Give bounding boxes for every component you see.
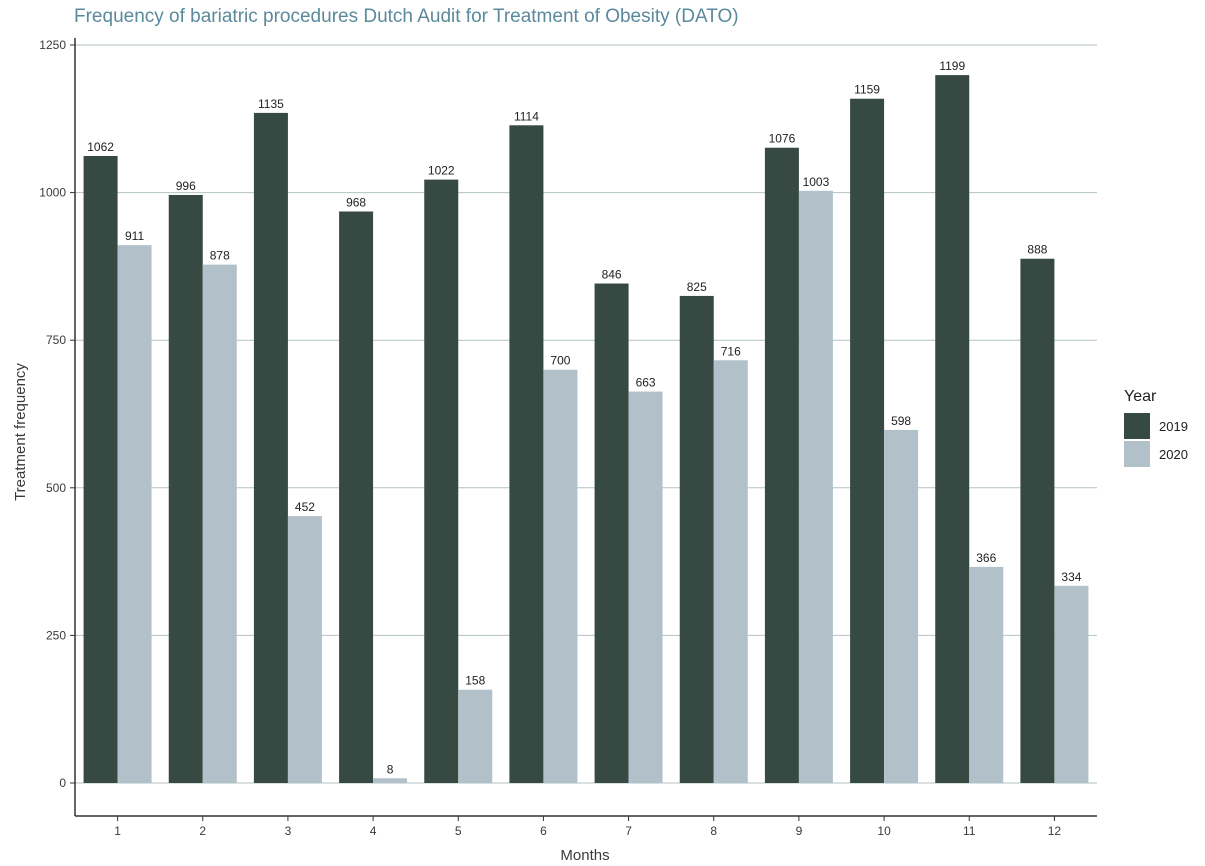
x-tick-label: 12 [1048, 824, 1062, 838]
bar-value-label: 911 [125, 229, 144, 243]
bar-2020-month-10 [884, 429, 919, 783]
x-tick-label: 7 [625, 824, 632, 838]
bar-2020-month-7 [628, 391, 663, 783]
legend: Year 2019 2020 [1124, 388, 1188, 468]
y-axis-title: Treatment frequency [12, 363, 29, 501]
bar-value-label: 825 [687, 280, 707, 294]
x-tick-label: 5 [455, 824, 462, 838]
bar-2019-month-1 [83, 155, 118, 784]
legend-swatch [1124, 413, 1150, 439]
bar-value-label: 8 [387, 762, 394, 776]
y-tick-label: 1000 [39, 186, 66, 200]
bar-2020-month-12 [1054, 585, 1089, 783]
legend-label: 2020 [1159, 446, 1188, 462]
bar-2019-month-10 [850, 98, 885, 784]
bar-value-label: 878 [210, 249, 230, 263]
bar-2019-month-2 [168, 194, 203, 783]
bar-value-label: 700 [550, 354, 570, 368]
bar-value-label: 1199 [939, 59, 965, 73]
y-tick-label: 0 [59, 776, 66, 790]
bar-2020-month-11 [969, 566, 1004, 783]
y-tick-label: 500 [46, 481, 66, 495]
bar-value-label: 716 [721, 344, 741, 358]
y-tick-label: 1250 [39, 38, 66, 52]
gridlines [75, 44, 1097, 784]
bar-2019-month-6 [509, 125, 544, 783]
legend-swatch [1124, 441, 1150, 467]
bar-value-label: 663 [636, 376, 656, 390]
bar-2019-month-9 [764, 147, 799, 783]
bar-value-label: 996 [176, 179, 196, 193]
bar-2020-month-2 [202, 264, 237, 784]
x-tick-label: 1 [114, 824, 121, 838]
bar-value-label: 598 [891, 414, 911, 428]
legend-items: 2019 2020 [1124, 412, 1188, 468]
bar-2019-month-5 [424, 179, 459, 783]
bar-2020-month-9 [798, 190, 833, 783]
bar-value-label: 968 [346, 195, 366, 209]
bar-value-label: 1076 [769, 132, 796, 146]
y-tick-label: 750 [46, 333, 66, 347]
legend-item-2020: 2020 [1124, 440, 1188, 468]
bar-value-labels: 1062 911 996 878 1135 452 968 8 1022 158 1114 700 84… [87, 59, 1082, 776]
bar-2019-month-3 [253, 112, 288, 783]
x-tick-label: 9 [796, 824, 803, 838]
bar-value-label: 1114 [514, 109, 539, 123]
bar-2019-month-11 [935, 75, 970, 783]
chart-title: Frequency of bariatric procedures Dutch … [74, 6, 739, 27]
bar-2020-month-4 [373, 778, 408, 783]
bar-2019-month-12 [1020, 258, 1055, 783]
x-axis-title: Months [560, 847, 609, 864]
x-tick-label: 4 [370, 824, 377, 838]
bar-value-label: 158 [465, 674, 485, 688]
x-tick-label: 3 [285, 824, 292, 838]
x-tick-label: 6 [540, 824, 547, 838]
bar-value-label: 888 [1027, 243, 1047, 257]
bar-2019-month-4 [339, 211, 374, 783]
x-tick-label: 11 [963, 824, 976, 838]
bar-value-label: 846 [602, 268, 622, 282]
bar-value-label: 334 [1061, 570, 1081, 584]
bar-value-label: 1062 [87, 140, 114, 154]
bars [83, 75, 1089, 784]
legend-item-2019: 2019 [1124, 412, 1188, 440]
bar-2019-month-8 [679, 295, 714, 783]
bar-value-label: 452 [295, 500, 315, 514]
bar-value-label: 366 [976, 551, 996, 565]
bar-value-label: 1159 [854, 83, 880, 97]
legend-label: 2019 [1159, 418, 1188, 434]
bar-2020-month-6 [543, 369, 578, 783]
bar-value-label: 1003 [803, 175, 830, 189]
legend-title: Year [1124, 388, 1157, 405]
bar-value-label: 1022 [428, 164, 455, 178]
x-tick-label: 10 [877, 824, 891, 838]
x-tick-label: 8 [710, 824, 717, 838]
bar-2019-month-7 [594, 283, 629, 783]
bar-2020-month-3 [287, 516, 322, 783]
bar-2020-month-1 [117, 245, 152, 783]
y-tick-label: 250 [46, 628, 66, 642]
bar-2020-month-5 [458, 689, 493, 783]
x-tick-label: 2 [199, 824, 206, 838]
bar-value-label: 1135 [258, 97, 284, 111]
bar-2020-month-8 [713, 360, 748, 783]
